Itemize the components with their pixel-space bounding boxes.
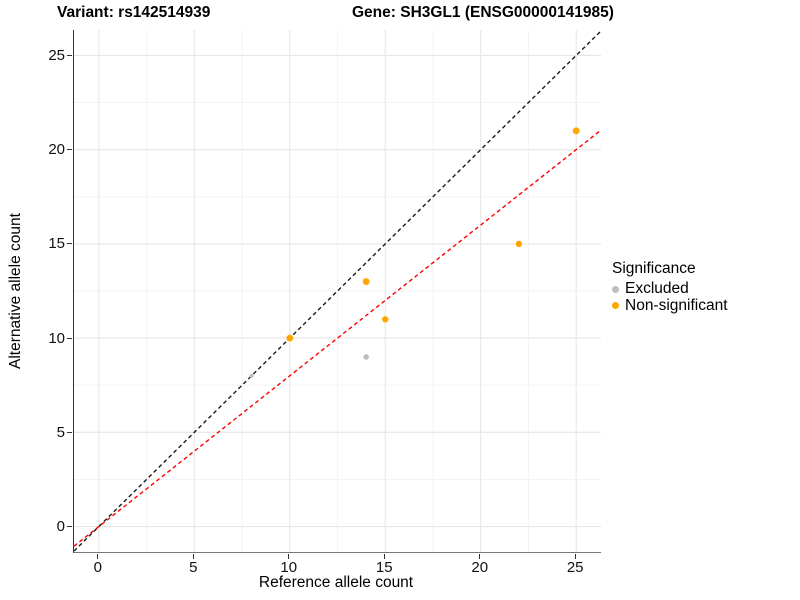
- x-tick-label: 0: [93, 559, 102, 576]
- y-tick-mark: [67, 525, 72, 528]
- y-tick-label: 10: [48, 329, 65, 347]
- x-tick-label: 20: [471, 559, 489, 576]
- x-tick-mark: [97, 554, 99, 559]
- y-tick-label: 15: [48, 235, 65, 253]
- x-tick-mark: [479, 554, 481, 559]
- x-tick-mark: [383, 554, 385, 559]
- y-axis-title: Alternative allele count: [7, 213, 24, 369]
- y-tick-label: 25: [48, 46, 65, 64]
- y-tick-label: 5: [56, 423, 65, 441]
- y-tick-mark: [67, 54, 72, 57]
- y-tick-mark: [67, 149, 72, 151]
- legend-item-label: Non-significant: [625, 296, 728, 314]
- y-tick-label: 20: [48, 141, 65, 159]
- x-axis-title: Reference allele count: [258, 574, 414, 591]
- data-point-excluded: [363, 354, 369, 360]
- x-tick-label: 5: [189, 559, 198, 576]
- gene-title: Gene: SH3GL1 (ENSG00000141985): [352, 4, 614, 21]
- y-tick-mark: [67, 431, 72, 433]
- legend: Significance Excluded Non-significant: [612, 260, 728, 314]
- x-tick-mark: [192, 554, 194, 559]
- y-tick-mark: [67, 243, 72, 245]
- identity-line: [74, 30, 601, 552]
- x-tick-label: 15: [375, 559, 393, 576]
- x-tick-mark: [574, 554, 576, 559]
- data-point-non-significant: [515, 240, 523, 248]
- data-point-non-significant: [572, 127, 580, 135]
- legend-item: Non-significant: [612, 296, 728, 315]
- data-point-excluded: [249, 373, 254, 378]
- data-point-non-significant: [382, 316, 389, 323]
- legend-title: Significance: [612, 260, 696, 277]
- plot-panel: [73, 30, 601, 553]
- x-tick-mark: [288, 554, 290, 559]
- legend-item: Excluded: [612, 280, 728, 298]
- y-tick-label: 0: [56, 518, 65, 536]
- data-point-non-significant: [362, 278, 370, 285]
- legend-dot-icon: [612, 302, 619, 310]
- plot-canvas: [74, 30, 601, 552]
- y-tick-mark: [67, 337, 72, 339]
- x-tick-label: 10: [280, 559, 298, 576]
- data-point-non-significant: [286, 334, 294, 342]
- x-tick-label: 25: [566, 559, 584, 576]
- variant-title: Variant: rs142514939: [57, 4, 211, 21]
- legend-dot-icon: [612, 285, 619, 293]
- legend-item-label: Excluded: [625, 280, 689, 298]
- legend-items: Excluded Non-significant: [612, 280, 728, 315]
